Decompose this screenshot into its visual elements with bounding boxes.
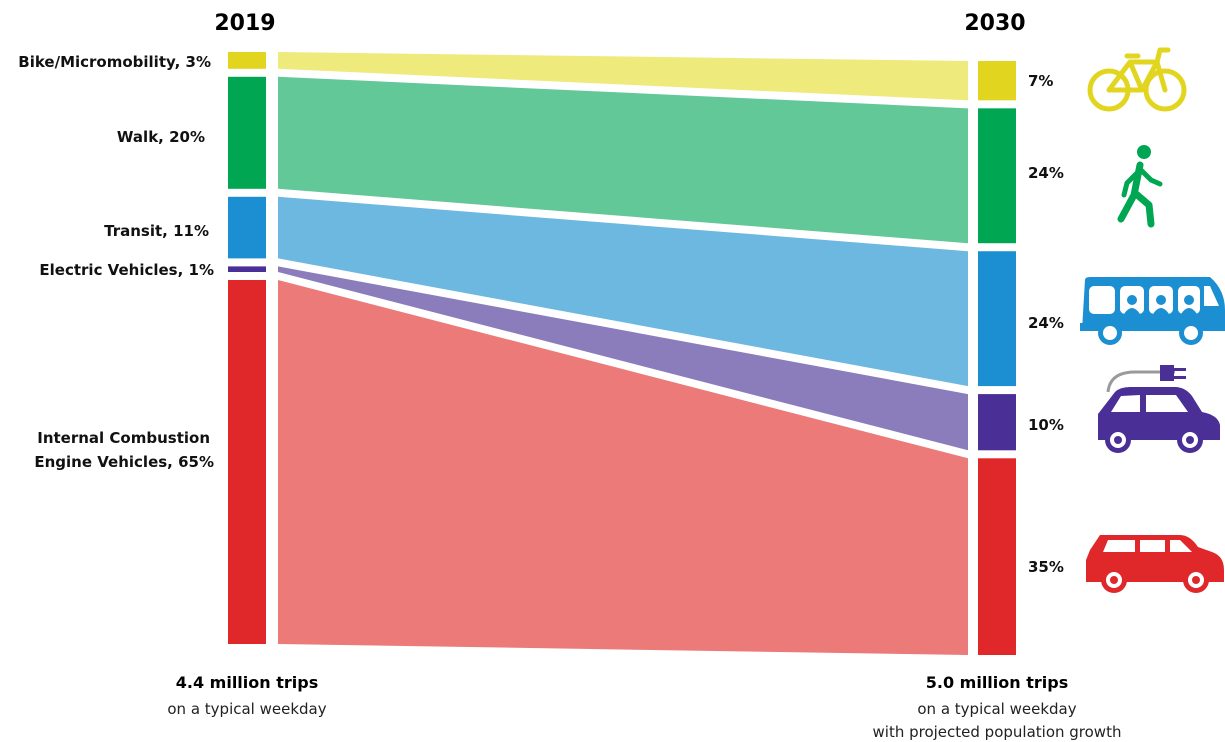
label-ev-2030: 10% bbox=[1028, 416, 1064, 434]
bar-walk-2030 bbox=[978, 108, 1016, 244]
bar-ev-2019 bbox=[228, 266, 266, 272]
label-ice-2030: 35% bbox=[1028, 558, 1064, 576]
label-walk-2019: Walk, 20% bbox=[117, 128, 205, 146]
total-2019: 4.4 million trips bbox=[176, 673, 318, 692]
year-2019-label: 2019 bbox=[214, 11, 275, 36]
bar-walk-2019 bbox=[228, 76, 266, 189]
flow-transit bbox=[278, 196, 968, 387]
electric-car-icon bbox=[1098, 365, 1220, 453]
subtitle-2030-line1: on a typical weekday bbox=[917, 700, 1076, 718]
pedestrian-icon bbox=[1117, 145, 1163, 228]
flow-walk bbox=[278, 76, 968, 244]
label-ev-2019: Electric Vehicles, 1% bbox=[39, 261, 214, 279]
bar-ice-2019 bbox=[228, 280, 266, 644]
flow-bike bbox=[278, 52, 968, 101]
label-bike-2019: Bike/Micromobility, 3% bbox=[18, 53, 211, 71]
flow-bands bbox=[278, 52, 968, 655]
bus-icon bbox=[1080, 277, 1225, 345]
bar-ev-2030 bbox=[978, 394, 1016, 451]
bicycle-icon bbox=[1087, 47, 1187, 112]
label-ice-2019-line2: Engine Vehicles, 65% bbox=[34, 453, 214, 471]
label-transit-2019: Transit, 11% bbox=[104, 222, 209, 240]
bar-ice-2030 bbox=[978, 458, 1016, 655]
flow-ev bbox=[278, 266, 968, 451]
flow-ice bbox=[278, 280, 968, 655]
bar-bike-2019 bbox=[228, 52, 266, 69]
total-2030: 5.0 million trips bbox=[926, 673, 1068, 692]
category-bars bbox=[228, 52, 1016, 655]
bar-transit-2019 bbox=[228, 196, 266, 259]
label-bike-2030: 7% bbox=[1028, 72, 1053, 90]
year-2030-label: 2030 bbox=[964, 11, 1025, 36]
car-icon bbox=[1086, 535, 1224, 593]
bar-transit-2030 bbox=[978, 251, 1016, 387]
subtitle-2030-line2: with projected population growth bbox=[873, 723, 1122, 741]
label-ice-2019-line1: Internal Combustion bbox=[37, 429, 210, 447]
bar-bike-2030 bbox=[978, 61, 1016, 101]
subtitle-2019: on a typical weekday bbox=[167, 700, 326, 718]
label-transit-2030: 24% bbox=[1028, 314, 1064, 332]
label-walk-2030: 24% bbox=[1028, 164, 1064, 182]
